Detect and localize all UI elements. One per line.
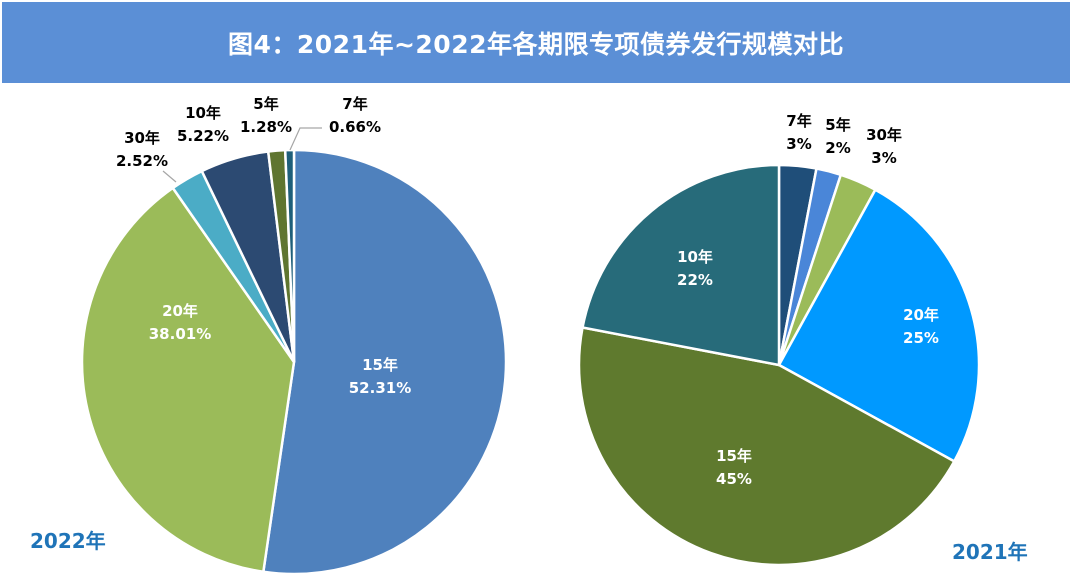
- slice-value-label: 5.22%: [177, 127, 229, 145]
- slice-category-label: 10年: [677, 248, 713, 266]
- slice-value-label: 0.66%: [329, 118, 381, 136]
- slice-category-label: 15年: [716, 447, 752, 465]
- slice-value-label: 45%: [716, 470, 752, 488]
- pie-slice: [80, 186, 296, 574]
- pie-1: 7年 3% 5年 2% 30年 3% 20年 25% 15年 45% 10年 22%: [577, 112, 981, 567]
- slice-category-label: 7年: [342, 95, 367, 113]
- slice-category-label: 15年: [362, 356, 398, 374]
- leader-line: [162, 170, 177, 183]
- pie-slice: [261, 148, 508, 576]
- pie-slice: [577, 326, 956, 567]
- pie-slice: [777, 188, 981, 464]
- slice-category-label: 5年: [825, 116, 850, 134]
- slice-value-label: 52.31%: [349, 379, 411, 397]
- slice-category-label: 20年: [162, 302, 198, 320]
- pie-slice: [581, 163, 781, 367]
- chart-title: 图4：2021年~2022年各期限专项债券发行规模对比: [227, 29, 844, 59]
- slice-category-label: 7年: [786, 112, 811, 130]
- slice-category-label: 5年: [253, 95, 278, 113]
- slice-category-label: 20年: [903, 306, 939, 324]
- slice-value-label: 38.01%: [149, 325, 211, 343]
- slice-category-label: 30年: [866, 126, 902, 144]
- slice-category-label: 30年: [124, 129, 160, 147]
- leader-line: [289, 127, 322, 151]
- slice-value-label: 25%: [903, 329, 939, 347]
- slice-value-label: 3%: [786, 135, 811, 153]
- slice-value-label: 22%: [677, 271, 713, 289]
- caption-2022: 2022年: [30, 529, 106, 553]
- caption-2021: 2021年: [952, 540, 1028, 564]
- pie-0: 15年 52.31% 20年 38.01% 30年 2.52% 10年 5.22% 5年 1.28…: [80, 95, 508, 576]
- slice-value-label: 1.28%: [240, 118, 292, 136]
- title-bar: 图4：2021年~2022年各期限专项债券发行规模对比: [2, 2, 1070, 83]
- slice-value-label: 3%: [871, 149, 896, 167]
- slice-value-label: 2.52%: [116, 152, 168, 170]
- pie-slice: [283, 148, 296, 363]
- slice-value-label: 2%: [825, 139, 850, 157]
- slice-category-label: 10年: [185, 104, 221, 122]
